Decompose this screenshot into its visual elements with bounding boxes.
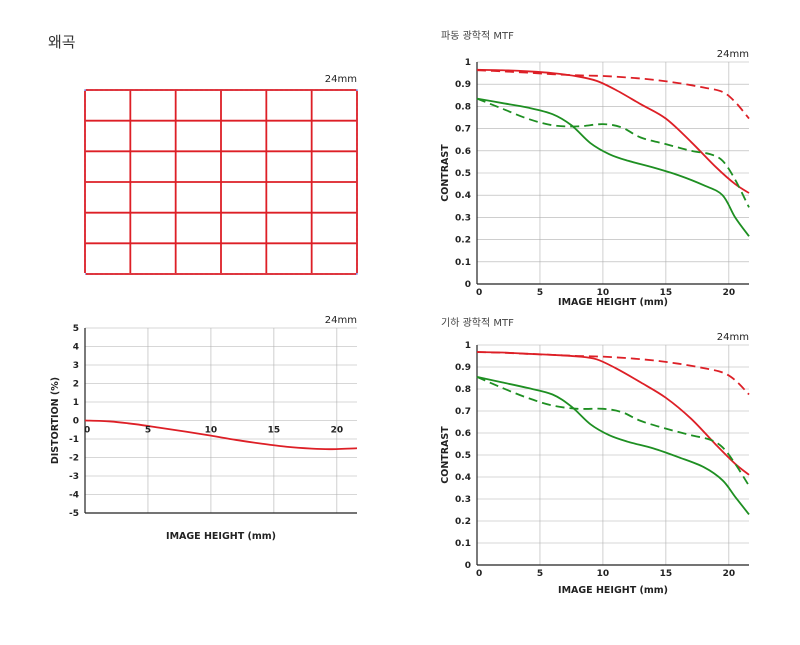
y-tick-label: 2 bbox=[73, 380, 79, 390]
y-tick-label: 0.2 bbox=[455, 236, 471, 246]
y-tick-label: 0.3 bbox=[455, 213, 471, 223]
series-line-red-dashed bbox=[476, 351, 750, 396]
series-line-red-dashed bbox=[476, 69, 750, 120]
y-tick-label: -2 bbox=[69, 454, 79, 464]
y-tick-label: 0.9 bbox=[455, 80, 471, 90]
y-tick-label: -4 bbox=[69, 491, 79, 501]
mtf-geometric-subtitle: 기하 광학적 MTF bbox=[441, 318, 514, 329]
chart-focal-label: 24mm bbox=[717, 332, 749, 343]
x-tick-label: 0 bbox=[84, 426, 90, 436]
x-tick-label: 15 bbox=[660, 288, 673, 298]
mtf-geometric-chart: 0 5 10 15 20 0 0.1 0.2 0.3 0.4 0.5 0.6 0.7 0.8 0.9 1 24m… bbox=[440, 332, 750, 596]
x-tick-label: 15 bbox=[268, 426, 281, 436]
x-tick-label: 10 bbox=[597, 569, 610, 579]
y-tick-label: -3 bbox=[69, 472, 79, 482]
y-tick-label: 5 bbox=[73, 324, 79, 334]
y-tick-label: 1 bbox=[465, 341, 471, 351]
mtf-wave-chart: 0 5 10 15 20 0 0.1 0.2 0.3 0.4 0.5 0.6 0.7 0.8 0.9 1 24m… bbox=[440, 49, 750, 308]
x-tick-label: 10 bbox=[597, 288, 610, 298]
x-axis-label: IMAGE HEIGHT (mm) bbox=[558, 585, 668, 596]
y-tick-label: 0 bbox=[73, 417, 79, 427]
y-tick-label: 0 bbox=[465, 561, 471, 571]
y-tick-label: 0.2 bbox=[455, 517, 471, 527]
x-tick-label: 20 bbox=[723, 569, 736, 579]
x-tick-label: 20 bbox=[723, 288, 736, 298]
x-tick-label: 15 bbox=[660, 569, 673, 579]
y-tick-label: 0 bbox=[465, 280, 471, 290]
series-line-red-solid bbox=[476, 68, 750, 194]
y-tick-label: 0.7 bbox=[455, 407, 471, 417]
grid-panel-focal: 24mm bbox=[325, 74, 357, 85]
x-axis-label: IMAGE HEIGHT (mm) bbox=[558, 297, 668, 308]
y-tick-label: 1 bbox=[73, 398, 79, 408]
x-tick-label: 0 bbox=[476, 569, 482, 579]
y-tick-label: -1 bbox=[69, 435, 79, 445]
y-tick-label: 0.6 bbox=[455, 147, 471, 157]
x-tick-label: 10 bbox=[205, 426, 218, 436]
series-line-red-solid bbox=[476, 351, 750, 476]
y-tick-label: 0.6 bbox=[455, 429, 471, 439]
y-tick-label: 1 bbox=[465, 58, 471, 68]
chart-focal-label: 24mm bbox=[325, 315, 357, 326]
series-line-green-dashed bbox=[476, 376, 750, 487]
y-tick-label: 0.4 bbox=[455, 473, 471, 483]
chart-gridlines bbox=[476, 61, 749, 285]
y-axis-label: CONTRAST bbox=[440, 426, 451, 484]
x-tick-label: 5 bbox=[145, 426, 151, 436]
x-tick-label: 5 bbox=[537, 569, 543, 579]
y-tick-label: 0.8 bbox=[455, 102, 471, 112]
y-tick-label: 0.1 bbox=[455, 539, 471, 549]
y-axis-label: CONTRAST bbox=[440, 144, 451, 202]
y-tick-label: 0.8 bbox=[455, 385, 471, 395]
y-tick-label: 4 bbox=[73, 343, 79, 353]
chart-gridlines bbox=[476, 344, 749, 566]
series-line-green-solid bbox=[476, 376, 750, 515]
y-tick-label: 0.1 bbox=[455, 258, 471, 268]
mtf-wave-subtitle: 파동 광학적 MTF bbox=[441, 31, 514, 42]
y-tick-label: 3 bbox=[73, 361, 79, 371]
chart-focal-label: 24mm bbox=[717, 49, 749, 60]
chart-gridlines bbox=[84, 327, 357, 514]
y-tick-label: 0.3 bbox=[455, 495, 471, 505]
y-tick-label: 0.5 bbox=[455, 169, 471, 179]
x-axis-label: IMAGE HEIGHT (mm) bbox=[166, 531, 276, 542]
x-tick-label: 20 bbox=[331, 426, 344, 436]
series-line-red-solid bbox=[84, 419, 358, 451]
y-tick-label: 0.5 bbox=[455, 451, 471, 461]
x-tick-label: 5 bbox=[537, 288, 543, 298]
series-line-green-dashed bbox=[476, 97, 750, 208]
y-tick-label: 0.7 bbox=[455, 125, 471, 135]
y-tick-label: -5 bbox=[69, 509, 79, 519]
y-tick-label: 0.9 bbox=[455, 363, 471, 373]
y-tick-label: 0.4 bbox=[455, 191, 471, 201]
series-line-green-solid bbox=[476, 97, 750, 237]
page-title: 왜곡 bbox=[48, 33, 76, 51]
y-axis-label: DISTORTION (%) bbox=[50, 377, 61, 464]
x-tick-label: 0 bbox=[476, 288, 482, 298]
